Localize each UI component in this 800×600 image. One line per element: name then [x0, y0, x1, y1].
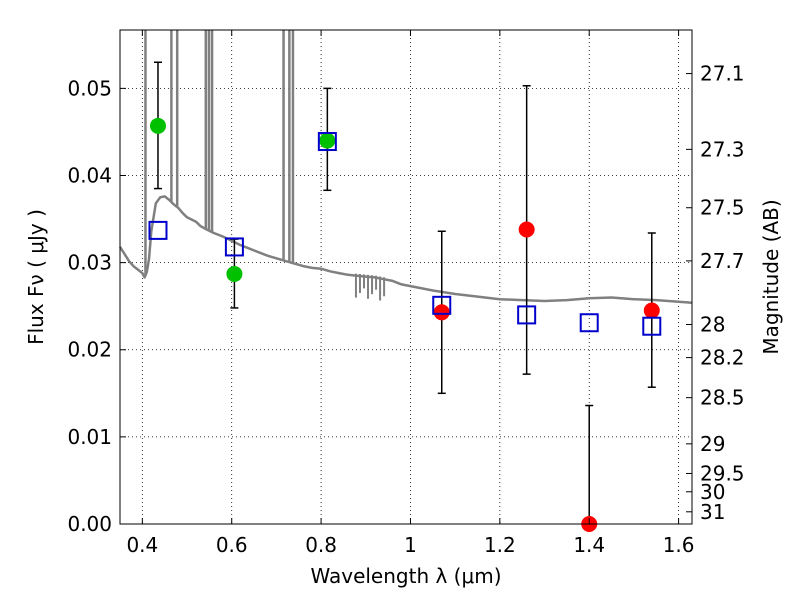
y-tick-label: 0.00 [67, 512, 112, 536]
observed-data-point [433, 304, 450, 321]
model-photometry-square [517, 305, 537, 325]
x-tick-label: 1 [404, 533, 417, 557]
x-tick-label: 1.6 [663, 533, 695, 557]
model-photometry-square [432, 295, 452, 315]
magnitude-tick-label: 31 [700, 500, 725, 524]
model-photometry-square [224, 237, 244, 257]
y-tick-label: 0.03 [67, 251, 112, 275]
plot-frame [119, 29, 693, 525]
model-photometry-square [579, 313, 599, 333]
magnitude-tick-label: 29.5 [700, 461, 745, 485]
axis-ticks: 0.4 0.6 0.8 1 1.2 1.4 1.6 0.00 0.01 0.02 0.03 0.04 0… [67, 30, 745, 557]
x-tick-label: 0.4 [126, 533, 158, 557]
x-tick-label: 1.2 [484, 533, 516, 557]
magnitude-tick-label: 27.7 [700, 249, 745, 273]
x-tick-label: 1.4 [573, 533, 605, 557]
y-tick-label: 0.01 [67, 425, 112, 449]
observed-data-point [518, 221, 535, 238]
observed-data-point [226, 265, 243, 282]
magnitude-tick-label: 27.5 [700, 196, 745, 220]
y-tick-label: 0.02 [67, 338, 112, 362]
x-tick-label: 0.8 [305, 533, 337, 557]
observed-data-point [319, 132, 336, 149]
magnitude-tick-label: 28.2 [700, 346, 745, 370]
y2-axis-title: Magnitude (AB) [759, 199, 783, 354]
observed-data-point [643, 302, 660, 319]
model-photometry-square [148, 220, 168, 240]
magnitude-tick-label: 28 [700, 312, 725, 336]
magnitude-tick-label: 27.1 [700, 62, 745, 86]
y-tick-label: 0.05 [67, 76, 112, 100]
x-tick-label: 0.6 [216, 533, 248, 557]
observed-data-point [149, 117, 166, 134]
magnitude-tick-label: 27.3 [700, 137, 745, 161]
model-photometry-square [642, 316, 662, 336]
magnitude-tick-label: 28.5 [700, 386, 745, 410]
magnitude-tick-label: 29 [700, 432, 725, 456]
y-tick-label: 0.04 [67, 163, 112, 187]
y-axis-title: Flux Fν ( μJy ) [24, 209, 48, 345]
magnitude-tick-label: 30 [700, 480, 725, 504]
model-photometry-square [317, 132, 337, 152]
x-axis-title: Wavelength λ (μm) [310, 564, 501, 588]
